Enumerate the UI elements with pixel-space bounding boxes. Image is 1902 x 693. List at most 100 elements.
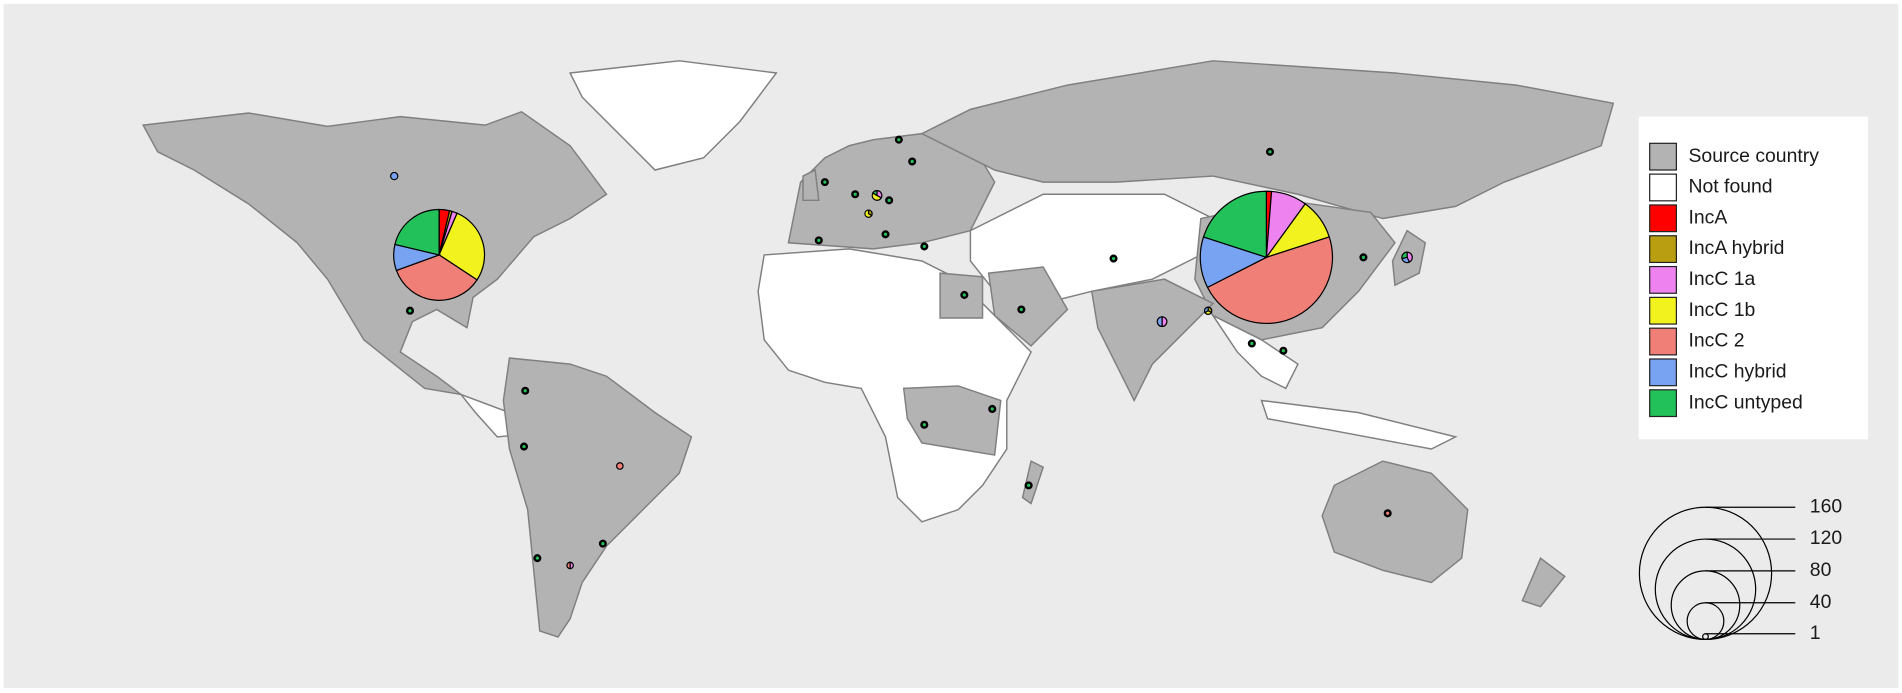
pie-slice <box>1265 147 1275 156</box>
pie <box>871 190 883 201</box>
legend-swatch <box>1649 389 1677 418</box>
saudi-arabia <box>987 266 1069 347</box>
legend-label: IncC 1b <box>1689 299 1756 321</box>
greenland <box>568 60 778 171</box>
pie <box>566 561 574 570</box>
new-zealand <box>1521 557 1566 608</box>
pie <box>814 236 823 245</box>
pie <box>920 242 929 251</box>
pie <box>920 420 929 429</box>
pie <box>390 171 399 181</box>
pie-slice <box>814 236 823 245</box>
pie <box>1247 339 1256 348</box>
size-label: 160 <box>1810 495 1843 517</box>
pie-slice <box>394 208 440 256</box>
legend-label: IncA hybrid <box>1689 237 1785 259</box>
pie-slice <box>872 190 878 197</box>
pie-slice <box>1017 305 1026 314</box>
pie <box>1024 481 1033 490</box>
pies <box>390 135 1413 570</box>
pie-slice <box>1156 316 1163 328</box>
pie-slice <box>894 135 903 144</box>
legend-label: IncA <box>1689 206 1728 228</box>
legend-label: IncC 1a <box>1689 268 1756 290</box>
legend-swatch <box>1649 235 1677 264</box>
size-legend: 160 120 80 40 1 <box>1638 495 1843 644</box>
pie <box>405 306 415 315</box>
pie <box>960 290 969 299</box>
pie-slice <box>1203 306 1209 314</box>
pie <box>885 196 894 205</box>
pie-slice <box>1383 509 1392 518</box>
russia <box>920 60 1615 220</box>
pie <box>1383 509 1392 518</box>
pie <box>894 135 903 144</box>
pie-slice <box>920 420 929 429</box>
pie-slice <box>1161 316 1168 328</box>
pie-slice <box>1109 254 1118 263</box>
pie-slice <box>1247 339 1256 348</box>
pie-slice <box>405 306 415 315</box>
pie <box>1203 306 1213 315</box>
pie-slice <box>519 442 529 451</box>
pie-slice <box>820 178 829 187</box>
pie-slice <box>521 386 530 395</box>
united-kingdom <box>802 168 820 202</box>
pie-slice <box>920 242 929 251</box>
central-africa <box>902 385 1002 456</box>
pie-slice <box>598 539 607 548</box>
pie-slice <box>864 209 873 218</box>
pie <box>881 230 890 239</box>
legend: Source country Not found IncA IncA hybrid In… <box>1649 142 1819 418</box>
legend-swatch <box>1649 327 1677 356</box>
pie <box>988 404 997 414</box>
legend-swatch <box>1649 265 1677 294</box>
pie-slice <box>1202 190 1267 259</box>
south-america <box>502 357 693 638</box>
pie-slice <box>390 171 399 181</box>
pie <box>1109 254 1118 263</box>
pie-slice <box>960 290 969 299</box>
pie-slice <box>1206 236 1334 325</box>
legend-label: IncC untyped <box>1689 391 1803 413</box>
pie <box>616 462 624 470</box>
pie-slice <box>988 404 997 414</box>
legend-swatch <box>1649 296 1677 325</box>
pie-slice <box>533 554 542 563</box>
pie-slice <box>566 561 571 570</box>
pie <box>533 554 542 563</box>
legend-label: IncC hybrid <box>1689 360 1787 382</box>
australia <box>1321 460 1469 584</box>
pie <box>1156 316 1168 328</box>
pie-slice <box>908 157 917 166</box>
pie <box>1265 147 1275 156</box>
pie <box>864 209 873 218</box>
pie <box>519 442 529 451</box>
pie <box>1017 305 1026 314</box>
legend-swatch <box>1649 204 1677 233</box>
pie <box>1359 253 1368 262</box>
india <box>1090 278 1215 403</box>
pie-slice <box>1024 481 1033 490</box>
pie <box>1279 346 1288 355</box>
legend-label: Not found <box>1689 176 1773 198</box>
pie <box>598 539 607 548</box>
pie-slice <box>851 190 860 199</box>
pie-slice <box>616 462 624 470</box>
pie-slice <box>1359 253 1368 262</box>
indonesia <box>1260 399 1458 450</box>
pie-slice <box>438 212 486 281</box>
legend-swatch <box>1649 173 1677 202</box>
pie <box>820 178 829 187</box>
pie <box>851 190 860 199</box>
pie <box>1401 251 1413 264</box>
north-america <box>141 110 608 396</box>
pie-slice <box>395 254 478 301</box>
pie-slice <box>1279 346 1288 355</box>
pie <box>908 157 917 166</box>
pie <box>1199 190 1334 325</box>
southeast-asia <box>1210 313 1299 390</box>
pie <box>393 208 486 301</box>
pie-slice <box>1401 251 1408 260</box>
